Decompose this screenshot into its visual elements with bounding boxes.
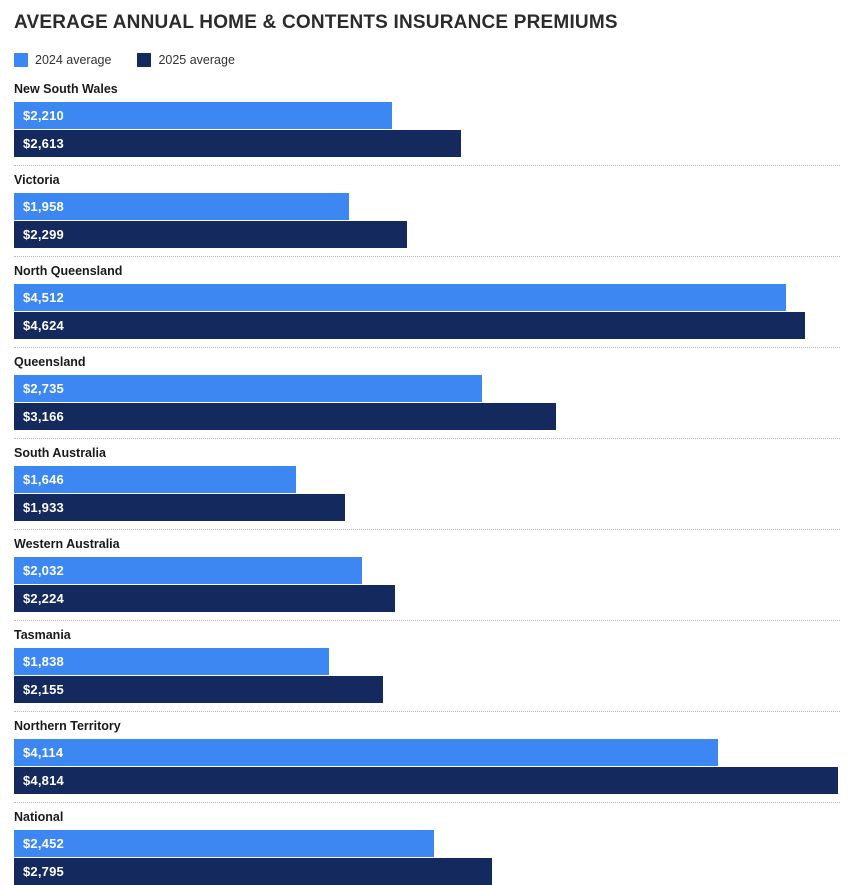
legend-item-2025: 2025 average (137, 53, 235, 67)
bar-2025-value: $2,795 (23, 864, 64, 879)
bar-2025-value: $2,613 (23, 136, 64, 151)
bar-2024-value: $2,210 (23, 108, 64, 123)
bar-2025: $2,155 (14, 676, 383, 703)
category-label: Victoria (14, 173, 60, 187)
chart-row: National $2,452 $2,795 (14, 810, 840, 885)
category-label: Queensland (14, 355, 86, 369)
category-label: South Australia (14, 446, 106, 460)
legend-item-2024: 2024 average (14, 53, 111, 67)
category-label: New South Wales (14, 82, 118, 96)
chart-row: South Australia $1,646 $1,933 (14, 446, 840, 530)
chart-row: Northern Territory $4,114 $4,814 (14, 719, 840, 803)
bar-2024: $2,032 (14, 557, 362, 584)
category-label: North Queensland (14, 264, 123, 278)
bar-2024-value: $1,838 (23, 654, 64, 669)
row-separator (14, 529, 840, 530)
bar-2025: $1,933 (14, 494, 345, 521)
row-separator (14, 802, 840, 803)
chart-row: Victoria $1,958 $2,299 (14, 173, 840, 257)
category-label: Northern Territory (14, 719, 121, 733)
bar-2024-value: $1,646 (23, 472, 64, 487)
row-separator (14, 256, 840, 257)
legend-label-2025: 2025 average (158, 53, 235, 67)
row-separator (14, 620, 840, 621)
chart-title: AVERAGE ANNUAL HOME & CONTENTS INSURANCE… (14, 12, 618, 33)
category-label: Tasmania (14, 628, 71, 642)
bar-2025: $2,299 (14, 221, 408, 248)
bar-2024-value: $1,958 (23, 199, 64, 214)
bar-2025-value: $2,224 (23, 591, 64, 606)
bar-2024-value: $4,512 (23, 290, 64, 305)
bar-2025-value: $3,166 (23, 409, 64, 424)
bar-2024: $1,838 (14, 648, 329, 675)
bar-2025: $4,624 (14, 312, 806, 339)
bar-2024: $1,958 (14, 193, 350, 220)
legend-swatch-2024 (14, 53, 28, 67)
bar-2025-value: $1,933 (23, 500, 64, 515)
bar-2024-value: $2,735 (23, 381, 64, 396)
legend-label-2024: 2024 average (35, 53, 112, 67)
bar-2024: $1,646 (14, 466, 296, 493)
bar-2025: $2,795 (14, 858, 493, 885)
row-separator (14, 347, 840, 348)
bar-2024: $2,210 (14, 102, 393, 129)
chart-row: North Queensland $4,512 $4,624 (14, 264, 840, 348)
chart-row: Queensland $2,735 $3,166 (14, 355, 840, 439)
bar-2025: $2,224 (14, 585, 395, 612)
bar-2024-value: $4,114 (23, 745, 64, 760)
bar-2024: $4,114 (14, 739, 719, 766)
bar-2025-value: $4,814 (23, 773, 64, 788)
bar-2024: $2,735 (14, 375, 483, 402)
category-label: Western Australia (14, 537, 120, 551)
legend: 2024 average 2025 average (14, 53, 840, 67)
bar-2024-value: $2,032 (23, 563, 64, 578)
bar-2024: $2,452 (14, 830, 434, 857)
bar-2025: $3,166 (14, 403, 556, 430)
category-label: National (14, 810, 64, 824)
chart-row: New South Wales $2,210 $2,613 (14, 82, 840, 166)
row-separator (14, 711, 840, 712)
bar-2024: $4,512 (14, 284, 787, 311)
chart-row: Tasmania $1,838 $2,155 (14, 628, 840, 712)
bar-2025: $4,814 (14, 767, 838, 794)
chart-row: Western Australia $2,032 $2,224 (14, 537, 840, 621)
bar-2025: $2,613 (14, 130, 462, 157)
bar-2025-value: $2,155 (23, 682, 64, 697)
row-separator (14, 165, 840, 166)
bar-2024-value: $2,452 (23, 836, 64, 851)
bar-2025-value: $4,624 (23, 318, 64, 333)
bar-2025-value: $2,299 (23, 227, 64, 242)
row-separator (14, 438, 840, 439)
legend-swatch-2025 (137, 53, 152, 67)
chart-rows: New South Wales $2,210 $2,613 Victoria $… (14, 82, 840, 885)
